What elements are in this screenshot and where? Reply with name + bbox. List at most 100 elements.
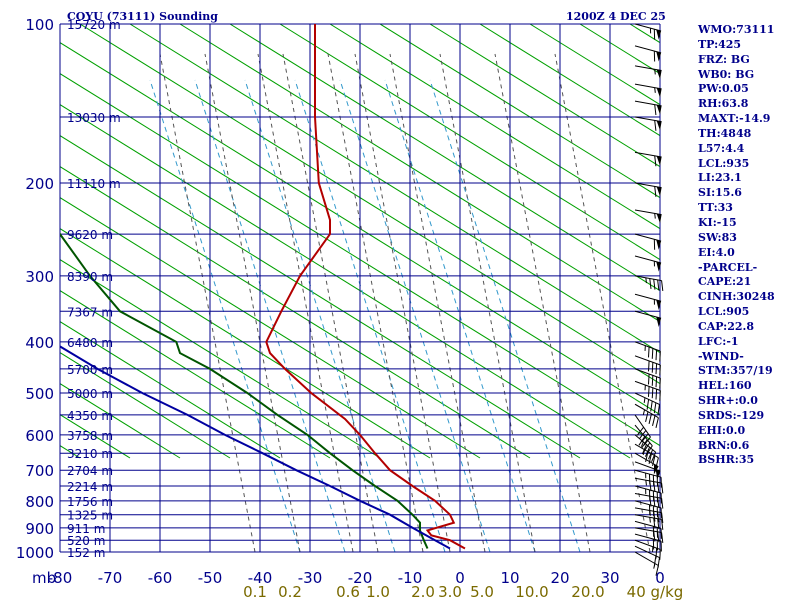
sounding-profile-line xyxy=(265,24,466,550)
wind-barb xyxy=(634,539,661,560)
index-item: WB0: BG xyxy=(698,67,755,81)
wind-barb xyxy=(634,355,661,376)
moist-adiabat xyxy=(194,79,346,552)
height-label: 9620 m xyxy=(67,228,113,242)
temperature-tick-label: -60 xyxy=(148,569,173,587)
temperature-tick-label: 30 xyxy=(600,569,619,587)
mixing-ratio-label: 40 g/kg xyxy=(627,583,684,600)
index-item: -PARCEL- xyxy=(698,260,758,274)
temperature-tick-label: -70 xyxy=(98,569,123,587)
dry-adiabat xyxy=(60,166,531,459)
dry-adiabat xyxy=(479,24,660,137)
wind-barb xyxy=(634,45,662,62)
height-label: 2704 m xyxy=(67,464,113,478)
temperature-tick-label: -30 xyxy=(298,569,323,587)
height-label: 7367 m xyxy=(67,305,113,319)
wind-barb xyxy=(634,452,659,475)
height-label: 152 m xyxy=(67,546,105,560)
mixing-ratio-layer xyxy=(159,53,651,552)
height-label: 5000 m xyxy=(67,387,113,401)
pressure-tick-label: 200 xyxy=(25,175,54,193)
wind-barb xyxy=(634,275,664,292)
index-item: LFC:-1 xyxy=(698,334,739,348)
index-item: WMO:73111 xyxy=(698,23,775,36)
wind-barb xyxy=(634,434,657,463)
height-label: 1756 m xyxy=(67,495,113,509)
wind-barb xyxy=(634,485,662,504)
station-title: COYU (73111) Sounding xyxy=(67,10,218,23)
sounding-profile-line xyxy=(60,345,451,550)
wind-barb xyxy=(634,392,660,415)
index-item: TT:33 xyxy=(698,201,733,215)
index-item: HEL:160 xyxy=(698,379,752,393)
wind-barb xyxy=(634,380,661,401)
height-label: 6480 m xyxy=(67,336,113,350)
index-item: TP:425 xyxy=(698,37,742,51)
dry-adiabat xyxy=(279,24,660,261)
temperature-tick-label: 10 xyxy=(500,569,519,587)
index-item: CINH:30248 xyxy=(698,290,775,304)
wind-barb xyxy=(634,514,664,530)
mixing-ratio-label: 0.1 xyxy=(243,583,267,600)
index-item: RH:63.8 xyxy=(698,97,749,111)
temperature-tick-label: -20 xyxy=(348,569,373,587)
mixing-ratio-line xyxy=(389,53,486,552)
height-label: 911 m xyxy=(67,522,105,536)
pressure-tick-label: 300 xyxy=(25,268,54,286)
pressure-tick-label: 500 xyxy=(25,385,54,403)
grid-layer xyxy=(59,23,661,553)
wind-barb xyxy=(634,65,662,80)
wind-barb xyxy=(634,23,662,40)
temperature-tick-label: -80 xyxy=(48,569,73,587)
temperature-tick-label: -50 xyxy=(198,569,223,587)
wind-barb-layer xyxy=(634,23,664,576)
dry-adiabat xyxy=(60,228,431,459)
mixing-ratio-label: 2.0 xyxy=(411,583,435,600)
wind-barb xyxy=(634,293,662,310)
index-item: -WIND- xyxy=(698,349,744,363)
pressure-tick-label: 700 xyxy=(25,462,54,480)
wind-barb xyxy=(634,368,661,389)
index-item: SRDS:-129 xyxy=(698,408,765,422)
wind-barb xyxy=(634,151,662,167)
dry-adiabat xyxy=(379,24,660,199)
dry-adiabat xyxy=(229,24,660,292)
dry-adiabat xyxy=(60,383,181,459)
wind-barb xyxy=(634,500,662,519)
index-item: CAP:22.8 xyxy=(698,319,755,333)
index-item: BSHR:35 xyxy=(698,453,755,467)
height-label: 13030 m xyxy=(67,111,121,125)
height-label: 5700 m xyxy=(67,363,113,377)
sounding-profile-line xyxy=(60,232,429,549)
wind-barb xyxy=(634,255,662,272)
index-item: EHI:0.0 xyxy=(698,423,746,437)
sounding-series-layer xyxy=(60,24,466,550)
mixing-ratio-label: 20.0 xyxy=(571,583,604,600)
height-label: 1325 m xyxy=(67,509,113,523)
index-item: TH:4848 xyxy=(698,126,752,140)
index-item: LI:23.1 xyxy=(698,171,742,185)
wind-barb xyxy=(634,533,662,552)
dry-adiabat-layer xyxy=(60,24,660,459)
mixing-ratio-line xyxy=(327,53,424,552)
height-label: 15720 m xyxy=(67,18,121,32)
dry-adiabat xyxy=(60,135,581,459)
dry-adiabat xyxy=(60,352,231,459)
mixing-ratio-label: 0.6 xyxy=(336,583,360,600)
height-label: 8390 m xyxy=(67,270,113,284)
mixing-ratio-label: 3.0 xyxy=(438,583,462,600)
height-label: 2214 m xyxy=(67,480,113,494)
height-label: 11110 m xyxy=(67,177,121,191)
index-item: FRZ: BG xyxy=(698,52,750,66)
index-item: CAPE:21 xyxy=(698,275,752,289)
dry-adiabat xyxy=(529,24,660,106)
moist-adiabat-layer xyxy=(149,79,581,552)
wind-barb xyxy=(634,233,662,250)
dry-adiabat xyxy=(60,290,331,459)
index-item: STM:357/19 xyxy=(698,364,773,378)
mixing-ratio-line xyxy=(494,53,591,552)
temperature-tick-label: 20 xyxy=(550,569,569,587)
mixing-ratio-line xyxy=(159,53,256,552)
mixing-ratio-label: 5.0 xyxy=(470,583,494,600)
